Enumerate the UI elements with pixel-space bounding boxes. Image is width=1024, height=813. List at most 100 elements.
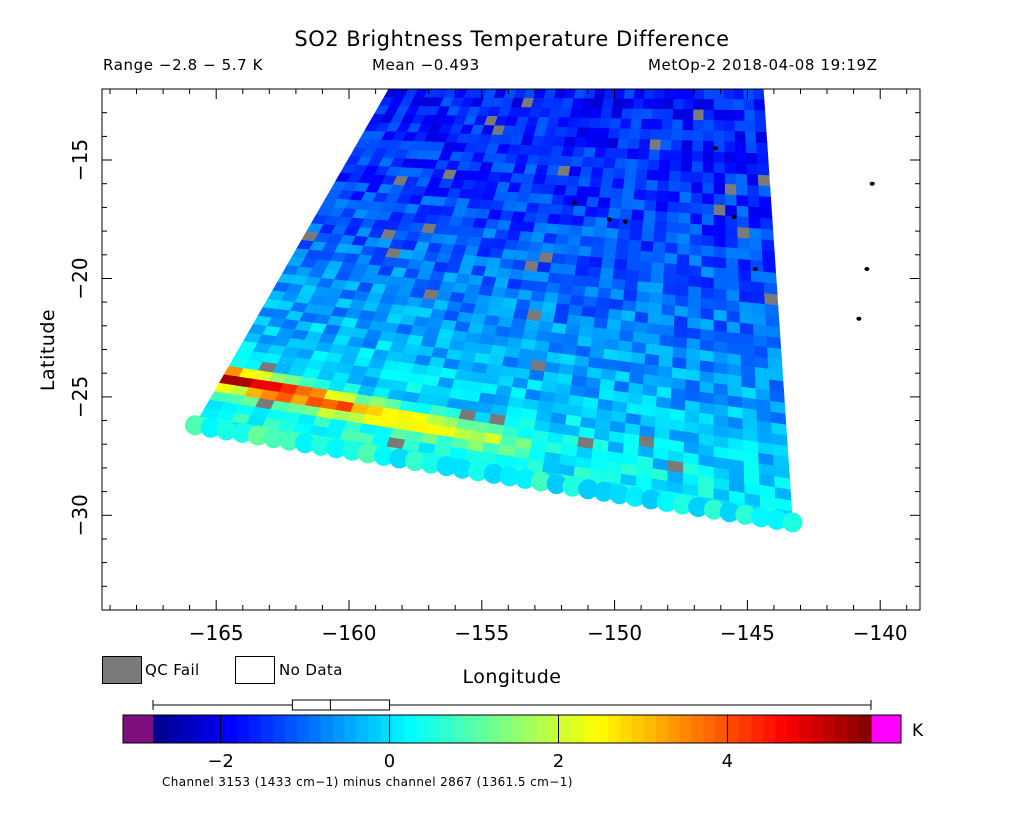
swath-cell bbox=[601, 167, 616, 179]
colorbar: −2 0 2 4 bbox=[122, 699, 902, 772]
colorbar-segment bbox=[308, 715, 322, 743]
swath-cell bbox=[674, 305, 689, 318]
colorbar-segment bbox=[655, 715, 669, 743]
swath-cell bbox=[553, 312, 569, 325]
swath-cell bbox=[524, 319, 541, 332]
chart-title: SO2 Brightness Temperature Difference bbox=[294, 27, 730, 51]
swath-cell bbox=[619, 118, 633, 130]
swath-cell bbox=[674, 295, 689, 308]
swath-cell bbox=[736, 184, 749, 197]
swath-cell bbox=[713, 89, 725, 100]
swath-cell bbox=[748, 227, 762, 241]
swath-cell bbox=[687, 317, 702, 330]
swath-cell bbox=[585, 276, 601, 289]
swath-cell bbox=[548, 204, 564, 216]
swath-cell bbox=[713, 130, 725, 143]
swath-cell bbox=[638, 260, 653, 273]
swath-cell bbox=[516, 240, 532, 252]
colorbar-segment bbox=[847, 715, 860, 743]
island-marker bbox=[869, 181, 875, 186]
swath-cell bbox=[570, 156, 584, 168]
colorbar-segment bbox=[164, 715, 178, 743]
swath-cell bbox=[517, 289, 534, 302]
qc-fail-label: QC Fail bbox=[145, 661, 200, 679]
swath-edge-footprint bbox=[483, 463, 504, 484]
swath-cell bbox=[699, 381, 715, 395]
swath-cell bbox=[725, 205, 738, 218]
swath-cell bbox=[643, 89, 656, 100]
swath-cell bbox=[737, 237, 751, 250]
swath-cell bbox=[713, 256, 727, 270]
swath-cell bbox=[691, 161, 704, 173]
swath-cell bbox=[593, 226, 608, 239]
swath-cell bbox=[692, 140, 704, 153]
swath-cell bbox=[753, 345, 769, 359]
swath-cell bbox=[713, 172, 726, 185]
swath-cell bbox=[671, 119, 684, 131]
swath-cell bbox=[691, 182, 704, 194]
swath-cell bbox=[726, 310, 741, 324]
swath-cell bbox=[534, 271, 550, 284]
swath-cell bbox=[700, 287, 715, 300]
swath-edge-footprint bbox=[452, 458, 473, 479]
swath-cell bbox=[713, 235, 727, 249]
colorbar-segment bbox=[452, 715, 465, 743]
swath-cell bbox=[539, 193, 554, 205]
swath-cell bbox=[589, 176, 603, 189]
swath-cell bbox=[613, 168, 627, 180]
swath-cell bbox=[679, 181, 692, 194]
swath-cell bbox=[736, 205, 750, 218]
swath-cell bbox=[652, 98, 665, 110]
swath-cell bbox=[563, 333, 580, 347]
swath-cell bbox=[756, 153, 769, 166]
swath-cell bbox=[713, 362, 729, 375]
swath-cell bbox=[701, 255, 715, 269]
swath-cell bbox=[619, 208, 634, 221]
swath-cell bbox=[551, 322, 568, 335]
colorbar-unit-label: K bbox=[912, 721, 924, 741]
swath-cell bbox=[723, 120, 736, 132]
swath-cell bbox=[754, 356, 769, 370]
swath-cell bbox=[725, 247, 739, 260]
swath-cell bbox=[760, 228, 774, 242]
swath-cell bbox=[567, 234, 582, 247]
swath-cell bbox=[603, 348, 619, 362]
swath-cell bbox=[666, 211, 680, 224]
swath-cell bbox=[649, 139, 662, 151]
swath-cell bbox=[734, 131, 747, 143]
swath-cell bbox=[591, 236, 606, 249]
swath-cell bbox=[740, 333, 755, 347]
swath-cell bbox=[595, 297, 611, 310]
y-tick-label: −25 bbox=[68, 376, 92, 418]
swath-cell bbox=[590, 167, 605, 179]
swath-cell bbox=[640, 118, 653, 130]
swath-cell bbox=[745, 142, 758, 154]
swath-cell bbox=[532, 222, 548, 234]
swath-cell bbox=[646, 169, 660, 182]
swath-cell bbox=[631, 341, 647, 355]
swath-cell bbox=[682, 109, 695, 121]
swath-cell bbox=[589, 347, 605, 360]
swath-edge-footprint bbox=[578, 479, 599, 500]
y-tick-label: −20 bbox=[68, 257, 92, 299]
swath-cell bbox=[678, 212, 692, 225]
swath-cell bbox=[686, 337, 701, 351]
swath-cell bbox=[506, 278, 523, 291]
colorbar-segment bbox=[188, 715, 202, 743]
swath-cell bbox=[691, 171, 704, 184]
swath-cell bbox=[606, 138, 620, 149]
swath-cell bbox=[667, 191, 681, 203]
x-tick-label: −140 bbox=[853, 621, 908, 645]
swath-cell bbox=[693, 99, 705, 111]
swath-cell bbox=[734, 141, 747, 154]
swath-cell bbox=[491, 286, 508, 299]
swath-cell bbox=[756, 142, 769, 155]
boxplot-box bbox=[291, 699, 391, 711]
swath-cell bbox=[726, 289, 740, 303]
swath-cell bbox=[680, 171, 693, 183]
swath-cell bbox=[607, 308, 623, 321]
colorbar-segment bbox=[547, 715, 561, 743]
swath-cell bbox=[534, 212, 550, 225]
swath-cell bbox=[637, 271, 652, 284]
swath-cell bbox=[596, 207, 610, 219]
